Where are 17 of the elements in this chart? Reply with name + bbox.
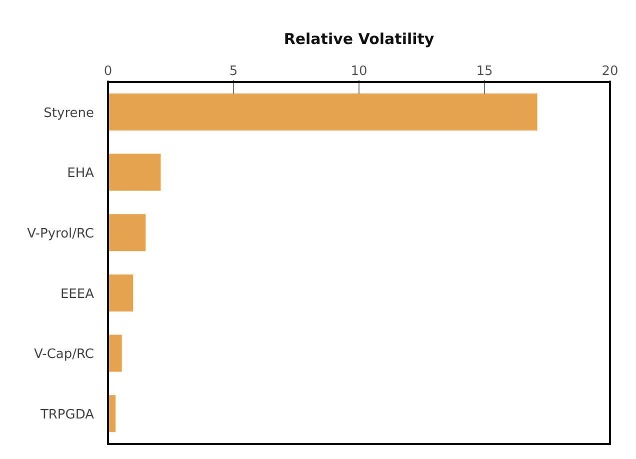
x-tick-label: 20 — [602, 64, 618, 79]
bar — [108, 154, 161, 191]
bar — [108, 93, 538, 130]
bar — [108, 274, 134, 312]
x-tick-label: 15 — [476, 64, 493, 79]
y-tick-label: V-Pyrol/RC — [27, 226, 94, 242]
x-tick-label: 0 — [104, 64, 112, 79]
x-tick-label: 10 — [350, 64, 368, 79]
y-tick-label: EHA — [67, 166, 94, 182]
y-tick-label: EEEA — [60, 286, 94, 302]
bar — [108, 334, 122, 372]
y-tick-label: TRPGDA — [39, 407, 94, 422]
y-tick-label: Styrene — [44, 106, 94, 121]
chart-title: Relative Volatility — [282, 30, 436, 48]
bar — [108, 214, 146, 252]
y-tick-label: V-Cap/RC — [34, 347, 94, 362]
x-tick-label: 5 — [229, 64, 238, 79]
